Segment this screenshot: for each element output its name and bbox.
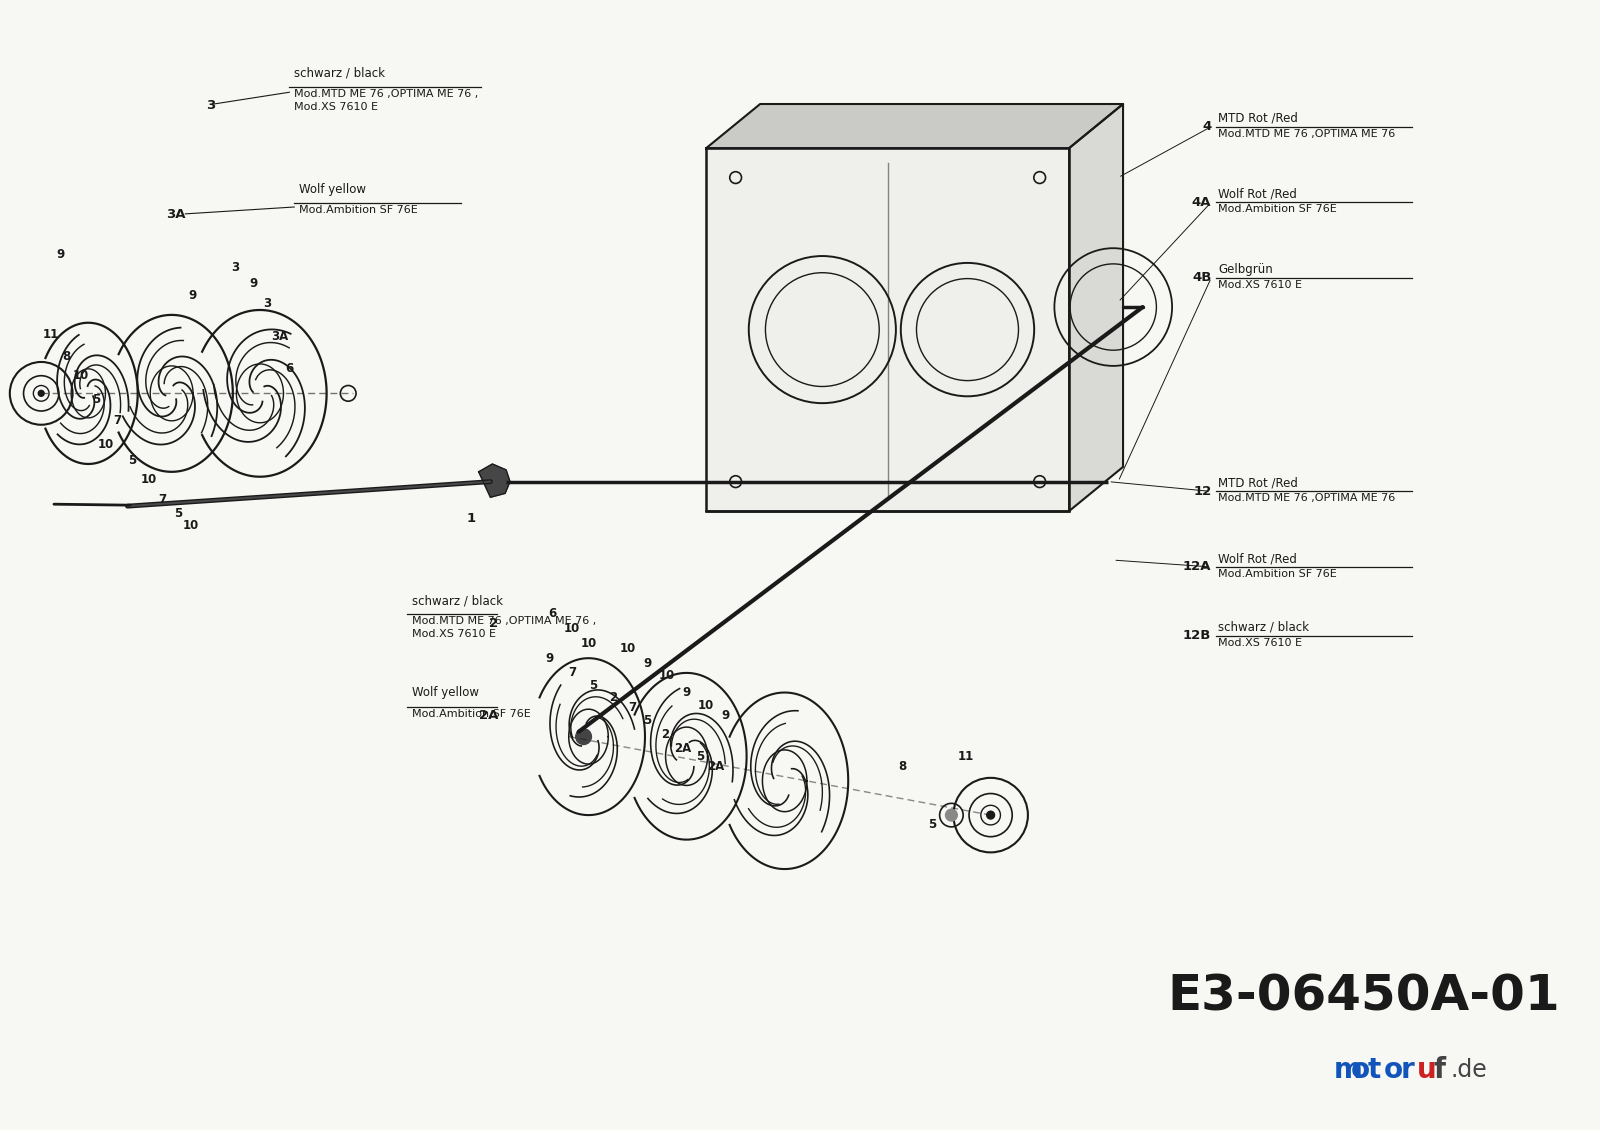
Text: MTD Rot /Red: MTD Rot /Red xyxy=(1218,112,1298,124)
Text: 2A: 2A xyxy=(674,742,691,755)
Text: 9: 9 xyxy=(250,277,258,290)
Text: 7: 7 xyxy=(114,415,122,427)
Text: Wolf Rot /Red: Wolf Rot /Red xyxy=(1218,188,1298,200)
Text: Mod.MTD ME 76 ,OPTIMA ME 76 ,: Mod.MTD ME 76 ,OPTIMA ME 76 , xyxy=(294,89,478,99)
Text: 7: 7 xyxy=(629,701,637,714)
Text: 3: 3 xyxy=(232,261,240,275)
Text: 5: 5 xyxy=(174,506,182,520)
Circle shape xyxy=(38,390,45,397)
Text: 3: 3 xyxy=(262,296,270,310)
Text: Mod.MTD ME 76 ,OPTIMA ME 76 ,: Mod.MTD ME 76 ,OPTIMA ME 76 , xyxy=(411,616,597,626)
Text: 11: 11 xyxy=(43,328,59,341)
Text: Wolf Rot /Red: Wolf Rot /Red xyxy=(1218,551,1298,565)
Circle shape xyxy=(576,729,592,745)
Text: 5: 5 xyxy=(643,714,651,728)
Text: 8: 8 xyxy=(898,759,907,773)
Text: 3A: 3A xyxy=(166,208,186,221)
Text: 12B: 12B xyxy=(1182,629,1211,642)
Text: Mod.Ambition SF 76E: Mod.Ambition SF 76E xyxy=(1218,205,1338,214)
Text: Gelbgrün: Gelbgrün xyxy=(1218,262,1274,276)
Text: 8: 8 xyxy=(62,349,70,363)
Text: f: f xyxy=(1434,1057,1446,1084)
Text: 9: 9 xyxy=(683,686,691,699)
Text: Wolf yellow: Wolf yellow xyxy=(299,183,366,197)
Text: 9: 9 xyxy=(546,652,554,664)
Text: r: r xyxy=(1400,1057,1414,1084)
Text: 7: 7 xyxy=(158,493,166,506)
Text: 12: 12 xyxy=(1194,485,1211,498)
Text: 4A: 4A xyxy=(1192,195,1211,209)
Text: 5: 5 xyxy=(128,453,136,467)
Text: 10: 10 xyxy=(659,669,675,683)
Text: 10: 10 xyxy=(182,520,200,532)
Text: 10: 10 xyxy=(619,642,635,655)
Polygon shape xyxy=(1069,104,1123,511)
Text: schwarz / black: schwarz / black xyxy=(411,594,502,607)
Text: 3A: 3A xyxy=(270,330,288,344)
Text: 10: 10 xyxy=(141,473,157,486)
Text: Mod.XS 7610 E: Mod.XS 7610 E xyxy=(294,102,378,112)
Text: 6: 6 xyxy=(549,607,557,619)
Text: 12A: 12A xyxy=(1182,560,1211,573)
Text: MTD Rot /Red: MTD Rot /Red xyxy=(1218,477,1298,489)
Text: schwarz / black: schwarz / black xyxy=(1218,620,1309,634)
Text: Mod.XS 7610 E: Mod.XS 7610 E xyxy=(411,628,496,638)
Text: 11: 11 xyxy=(958,750,974,763)
Text: .de: .de xyxy=(1451,1058,1488,1083)
Polygon shape xyxy=(706,104,1123,148)
Text: 2: 2 xyxy=(490,617,498,631)
Text: 2: 2 xyxy=(661,728,669,741)
Text: Mod.MTD ME 76 ,OPTIMA ME 76: Mod.MTD ME 76 ,OPTIMA ME 76 xyxy=(1218,494,1395,503)
Text: 7: 7 xyxy=(568,667,576,679)
Text: schwarz / black: schwarz / black xyxy=(294,67,386,79)
Text: 5: 5 xyxy=(589,679,597,693)
Text: 9: 9 xyxy=(189,289,197,302)
Text: 9: 9 xyxy=(56,247,66,261)
Text: Mod.Ambition SF 76E: Mod.Ambition SF 76E xyxy=(299,205,418,215)
Text: 4B: 4B xyxy=(1192,271,1211,284)
Text: 5: 5 xyxy=(928,818,936,832)
Text: 2A: 2A xyxy=(707,759,725,773)
Text: 10: 10 xyxy=(72,370,88,382)
Text: 5: 5 xyxy=(696,750,704,763)
Circle shape xyxy=(987,811,995,819)
Text: 9: 9 xyxy=(643,657,651,670)
Text: 10: 10 xyxy=(698,698,714,712)
Text: Mod.MTD ME 76 ,OPTIMA ME 76: Mod.MTD ME 76 ,OPTIMA ME 76 xyxy=(1218,129,1395,139)
Text: Wolf yellow: Wolf yellow xyxy=(411,686,478,699)
Text: E3-06450A-01: E3-06450A-01 xyxy=(1166,973,1560,1020)
Text: 5: 5 xyxy=(91,393,101,406)
Text: o: o xyxy=(1384,1057,1403,1084)
Text: 10: 10 xyxy=(563,623,579,635)
Text: m: m xyxy=(1334,1057,1363,1084)
Text: Mod.Ambition SF 76E: Mod.Ambition SF 76E xyxy=(411,710,531,719)
Text: o: o xyxy=(1350,1057,1370,1084)
Text: u: u xyxy=(1418,1057,1437,1084)
Text: 1: 1 xyxy=(466,512,475,525)
Text: 6: 6 xyxy=(285,363,293,375)
Text: 10: 10 xyxy=(581,637,597,650)
Text: 2A: 2A xyxy=(478,709,498,722)
Text: Mod.XS 7610 E: Mod.XS 7610 E xyxy=(1218,279,1302,289)
Polygon shape xyxy=(478,464,510,497)
Text: 10: 10 xyxy=(98,437,114,451)
Text: 3: 3 xyxy=(206,99,216,113)
Text: Mod.Ambition SF 76E: Mod.Ambition SF 76E xyxy=(1218,568,1338,579)
Circle shape xyxy=(946,809,957,822)
Text: 9: 9 xyxy=(722,709,730,722)
Polygon shape xyxy=(706,148,1069,511)
Text: 2: 2 xyxy=(610,690,618,704)
Text: 4: 4 xyxy=(1202,120,1211,133)
Text: Mod.XS 7610 E: Mod.XS 7610 E xyxy=(1218,637,1302,647)
Text: t: t xyxy=(1368,1057,1381,1084)
